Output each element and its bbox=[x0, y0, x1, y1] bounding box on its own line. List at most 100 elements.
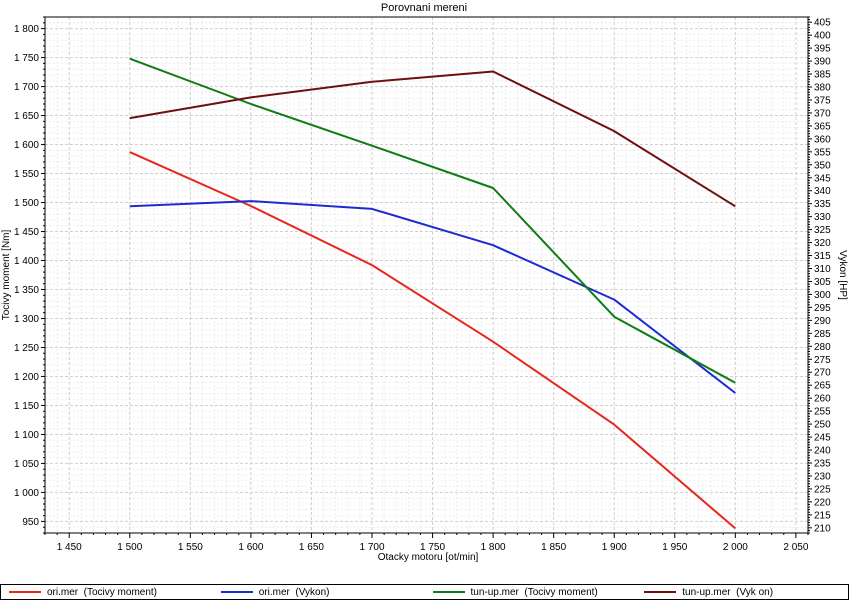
y2-tick-label: 325 bbox=[814, 225, 831, 236]
y2-tick-label: 405 bbox=[814, 18, 831, 29]
legend: ori.mer (Tocivy moment) ori.mer (Vykon) tu… bbox=[0, 584, 849, 600]
chart: Porovnani mereni 1 450 1 500 1 550 1 600 1 6… bbox=[0, 0, 849, 584]
y-tick-label: 1 000 bbox=[14, 488, 39, 499]
y2-tick-label: 390 bbox=[814, 57, 831, 68]
y2-tick-label: 230 bbox=[814, 471, 831, 482]
y-tick-label: 1 350 bbox=[14, 285, 39, 296]
x-axis: 1 450 1 500 1 550 1 600 1 650 1 700 1 750 1 800… bbox=[44, 533, 809, 553]
x-tick-label: 1 800 bbox=[481, 542, 506, 553]
legend-item-3: tun-up.mer (Vyk on) bbox=[636, 587, 848, 598]
y2-tick-label: 260 bbox=[814, 394, 831, 405]
y-tick-label: 1 500 bbox=[14, 198, 39, 209]
y2-tick-label: 380 bbox=[814, 83, 831, 94]
y2-tick-label: 290 bbox=[814, 316, 831, 327]
x-tick-label: 1 600 bbox=[238, 542, 263, 553]
y2-tick-label: 270 bbox=[814, 368, 831, 379]
legend-label: ori.mer (Tocivy moment) bbox=[47, 586, 158, 598]
y2-tick-label: 310 bbox=[814, 264, 831, 275]
y2-tick-label: 220 bbox=[814, 497, 831, 508]
x-tick-label: 1 500 bbox=[117, 542, 142, 553]
legend-item-0: ori.mer (Tocivy moment) bbox=[1, 587, 213, 598]
x-tick-label: 2 050 bbox=[783, 542, 808, 553]
chart-title: Porovnani mereni bbox=[381, 2, 467, 14]
y2-tick-label: 255 bbox=[814, 407, 831, 418]
y2-tick-label: 305 bbox=[814, 277, 831, 288]
legend-item-1: ori.mer (Vykon) bbox=[213, 587, 425, 598]
y2-tick-label: 395 bbox=[814, 44, 831, 55]
plot-frame bbox=[44, 16, 809, 534]
legend-label: tun-up.mer (Vyk on) bbox=[682, 586, 774, 598]
legend-swatch bbox=[9, 591, 41, 593]
y2-tick-label: 365 bbox=[814, 121, 831, 132]
y-tick-label: 1 100 bbox=[14, 430, 39, 441]
y2-tick-label: 340 bbox=[814, 186, 831, 197]
y2-tick-label: 240 bbox=[814, 446, 831, 457]
y-tick-label: 1 250 bbox=[14, 343, 39, 354]
series-line-0 bbox=[129, 151, 736, 530]
y2-tick-label: 225 bbox=[814, 484, 831, 495]
series-line-3 bbox=[129, 70, 736, 208]
y2-tick-label: 300 bbox=[814, 290, 831, 301]
x-tick-label: 2 000 bbox=[723, 542, 748, 553]
x-tick-label: 1 550 bbox=[178, 542, 203, 553]
series-line-2 bbox=[129, 57, 736, 384]
y2-tick-label: 250 bbox=[814, 420, 831, 431]
y-tick-label: 1 550 bbox=[14, 169, 39, 180]
y-tick-label: 1 800 bbox=[14, 24, 39, 35]
y-tick-label: 1 750 bbox=[14, 53, 39, 64]
legend-label: ori.mer (Vykon) bbox=[258, 586, 330, 598]
x-tick-label: 1 450 bbox=[57, 542, 82, 553]
x-tick-label: 1 850 bbox=[541, 542, 566, 553]
legend-swatch bbox=[220, 591, 253, 593]
series-line-1 bbox=[129, 200, 736, 394]
y2-tick-label: 215 bbox=[814, 510, 831, 521]
y2-tick-label: 370 bbox=[814, 108, 831, 119]
y2-tick-label: 285 bbox=[814, 329, 831, 340]
x-tick-label: 1 950 bbox=[662, 542, 687, 553]
y2-tick-label: 355 bbox=[814, 147, 831, 158]
y2-axis-label: Vykon [HP] bbox=[837, 250, 848, 300]
y2-tick-label: 245 bbox=[814, 433, 831, 444]
y2-tick-label: 350 bbox=[814, 160, 831, 171]
y2-tick-label: 375 bbox=[814, 95, 831, 106]
chart-background bbox=[0, 0, 849, 584]
legend-swatch bbox=[644, 591, 677, 593]
x-tick-label: 1 700 bbox=[359, 542, 384, 553]
y2-tick-label: 400 bbox=[814, 31, 831, 42]
y-tick-label: 1 650 bbox=[14, 111, 39, 122]
y2-tick-label: 320 bbox=[814, 238, 831, 249]
y2-tick-label: 335 bbox=[814, 199, 831, 210]
series-lines bbox=[129, 57, 736, 530]
y-axis-label: Tocivy moment [Nm] bbox=[1, 229, 12, 320]
y-tick-label: 1 150 bbox=[14, 401, 39, 412]
y-tick-label: 1 050 bbox=[14, 459, 39, 470]
y2-tick-label: 385 bbox=[814, 70, 831, 81]
x-tick-label: 1 750 bbox=[420, 542, 445, 553]
y-tick-label: 950 bbox=[22, 517, 39, 528]
x-axis-label: Otacky motoru [ot/min] bbox=[378, 552, 479, 563]
y2-tick-label: 275 bbox=[814, 355, 831, 366]
y2-tick-label: 265 bbox=[814, 381, 831, 392]
y2-tick-label: 235 bbox=[814, 458, 831, 469]
y-tick-label: 1 600 bbox=[14, 140, 39, 151]
y-tick-label: 1 400 bbox=[14, 256, 39, 267]
x-tick-label: 1 650 bbox=[299, 542, 324, 553]
y-tick-label: 1 200 bbox=[14, 372, 39, 383]
y-axis-left: 950 1 000 1 050 1 100 1 150 1 200 1 250 1 300 1 … bbox=[14, 16, 45, 534]
legend-swatch bbox=[432, 591, 465, 593]
legend-label: tun-up.mer (Tocivy moment) bbox=[470, 586, 598, 598]
y2-tick-label: 210 bbox=[814, 523, 831, 534]
y-tick-label: 1 450 bbox=[14, 227, 39, 238]
y-tick-label: 1 300 bbox=[14, 314, 39, 325]
grid bbox=[44, 16, 809, 534]
legend-item-2: tun-up.mer (Tocivy moment) bbox=[425, 587, 637, 598]
y2-tick-label: 315 bbox=[814, 251, 831, 262]
x-tick-label: 1 900 bbox=[602, 542, 627, 553]
y2-tick-label: 330 bbox=[814, 212, 831, 223]
y2-tick-label: 345 bbox=[814, 173, 831, 184]
y2-tick-label: 280 bbox=[814, 342, 831, 353]
y-tick-label: 1 700 bbox=[14, 82, 39, 93]
y2-tick-label: 295 bbox=[814, 303, 831, 314]
y2-tick-label: 360 bbox=[814, 134, 831, 145]
